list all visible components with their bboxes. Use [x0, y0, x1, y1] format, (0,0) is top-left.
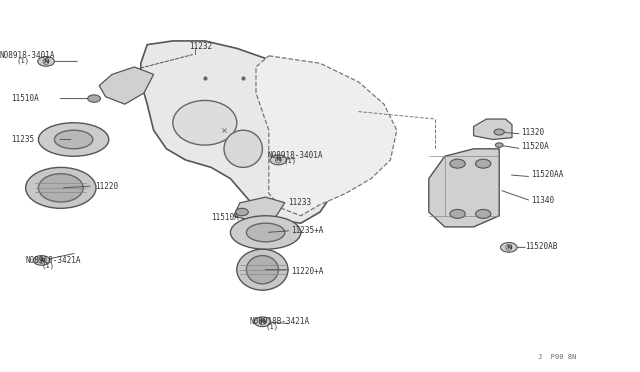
Circle shape: [500, 243, 517, 252]
Circle shape: [38, 57, 54, 66]
Ellipse shape: [54, 130, 93, 149]
Ellipse shape: [246, 256, 278, 284]
Circle shape: [236, 208, 248, 216]
Circle shape: [270, 155, 287, 165]
Text: N: N: [276, 157, 281, 163]
Circle shape: [494, 129, 504, 135]
Polygon shape: [141, 41, 352, 223]
Text: 11235: 11235: [12, 135, 35, 144]
Ellipse shape: [38, 123, 109, 156]
Text: 11510A: 11510A: [12, 94, 39, 103]
Circle shape: [254, 317, 271, 327]
Text: 11232: 11232: [189, 42, 212, 51]
Text: 11520A: 11520A: [522, 142, 549, 151]
Text: N08918B-3421A: N08918B-3421A: [250, 317, 310, 326]
Ellipse shape: [246, 223, 285, 242]
Text: 11220: 11220: [95, 182, 118, 190]
Text: (1): (1): [16, 58, 29, 64]
Ellipse shape: [237, 249, 288, 290]
Polygon shape: [234, 197, 285, 221]
Text: N: N: [260, 319, 265, 324]
Text: N08918-3401A: N08918-3401A: [0, 51, 56, 60]
Polygon shape: [474, 119, 512, 140]
Circle shape: [476, 209, 491, 218]
Text: 11320: 11320: [522, 128, 545, 137]
Text: (1): (1): [42, 262, 55, 269]
Text: N: N: [506, 245, 511, 250]
Text: J  P00 8N: J P00 8N: [538, 354, 576, 360]
Ellipse shape: [224, 130, 262, 167]
Text: 11520AB: 11520AB: [525, 242, 557, 251]
Text: (1): (1): [284, 157, 297, 164]
Text: 11520AA: 11520AA: [531, 170, 564, 179]
Text: 11220+A: 11220+A: [291, 267, 324, 276]
Polygon shape: [99, 67, 154, 104]
Ellipse shape: [230, 216, 301, 249]
Ellipse shape: [38, 174, 83, 202]
Circle shape: [476, 159, 491, 168]
Circle shape: [450, 209, 465, 218]
Ellipse shape: [26, 167, 96, 208]
Circle shape: [88, 95, 100, 102]
Text: 11233: 11233: [288, 198, 311, 207]
Text: N: N: [39, 258, 44, 263]
Circle shape: [495, 143, 503, 147]
Polygon shape: [256, 56, 397, 216]
Ellipse shape: [173, 100, 237, 145]
Text: N08918-3401A: N08918-3401A: [268, 151, 323, 160]
Text: (1): (1): [266, 324, 279, 330]
Circle shape: [33, 256, 50, 265]
Polygon shape: [429, 149, 499, 227]
Text: 11510A: 11510A: [211, 213, 239, 222]
Text: 11340: 11340: [531, 196, 554, 205]
Text: 11235+A: 11235+A: [291, 226, 324, 235]
Text: N08918-3421A: N08918-3421A: [26, 256, 81, 265]
Circle shape: [450, 159, 465, 168]
Text: N: N: [44, 59, 49, 64]
